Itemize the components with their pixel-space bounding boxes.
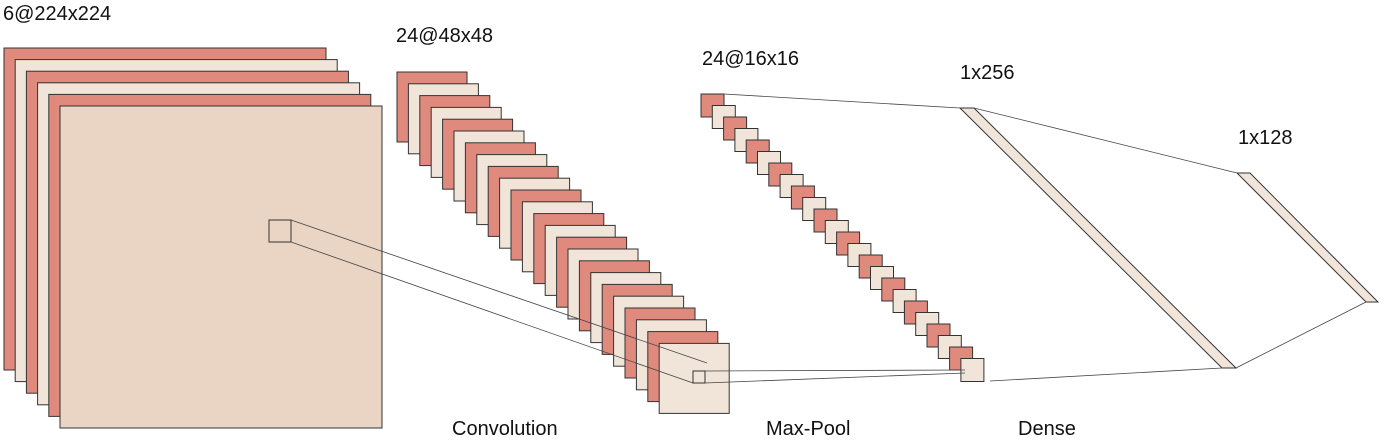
pool-projection-line xyxy=(704,372,966,384)
input-feature-map xyxy=(59,105,383,429)
conv-projection-line xyxy=(290,219,708,364)
dense-layers xyxy=(958,107,1380,369)
dense1-shape-label: 1x256 xyxy=(960,62,1015,84)
conv-feature-maps xyxy=(396,71,730,414)
pool-shape-label: 24@16x16 xyxy=(702,48,799,70)
pool-projection-line xyxy=(704,369,966,372)
dense2-projection-line xyxy=(1235,301,1367,369)
conv-receptive-field xyxy=(692,370,706,384)
dense1-projection-line xyxy=(723,93,961,109)
conv-projection-line xyxy=(290,241,694,384)
convolution-op-label: Convolution xyxy=(452,418,558,440)
input-feature-maps xyxy=(3,47,383,429)
dense2-projection-line xyxy=(973,107,1238,174)
dense1-bar xyxy=(958,107,1238,369)
conv-shape-label: 24@48x48 xyxy=(396,25,493,47)
conv-feature-map xyxy=(658,342,730,414)
dense2-bar xyxy=(1235,172,1380,303)
dense1-projection-line xyxy=(989,367,1223,382)
dense-op-label: Dense xyxy=(1018,418,1076,440)
dense2-shape-label: 1x128 xyxy=(1238,127,1293,149)
input-receptive-field xyxy=(268,219,292,243)
pool-feature-maps xyxy=(700,93,985,382)
maxpool-op-label: Max-Pool xyxy=(766,418,850,440)
connection-lines xyxy=(290,93,1367,384)
input-shape-label: 6@224x224 xyxy=(3,3,111,25)
